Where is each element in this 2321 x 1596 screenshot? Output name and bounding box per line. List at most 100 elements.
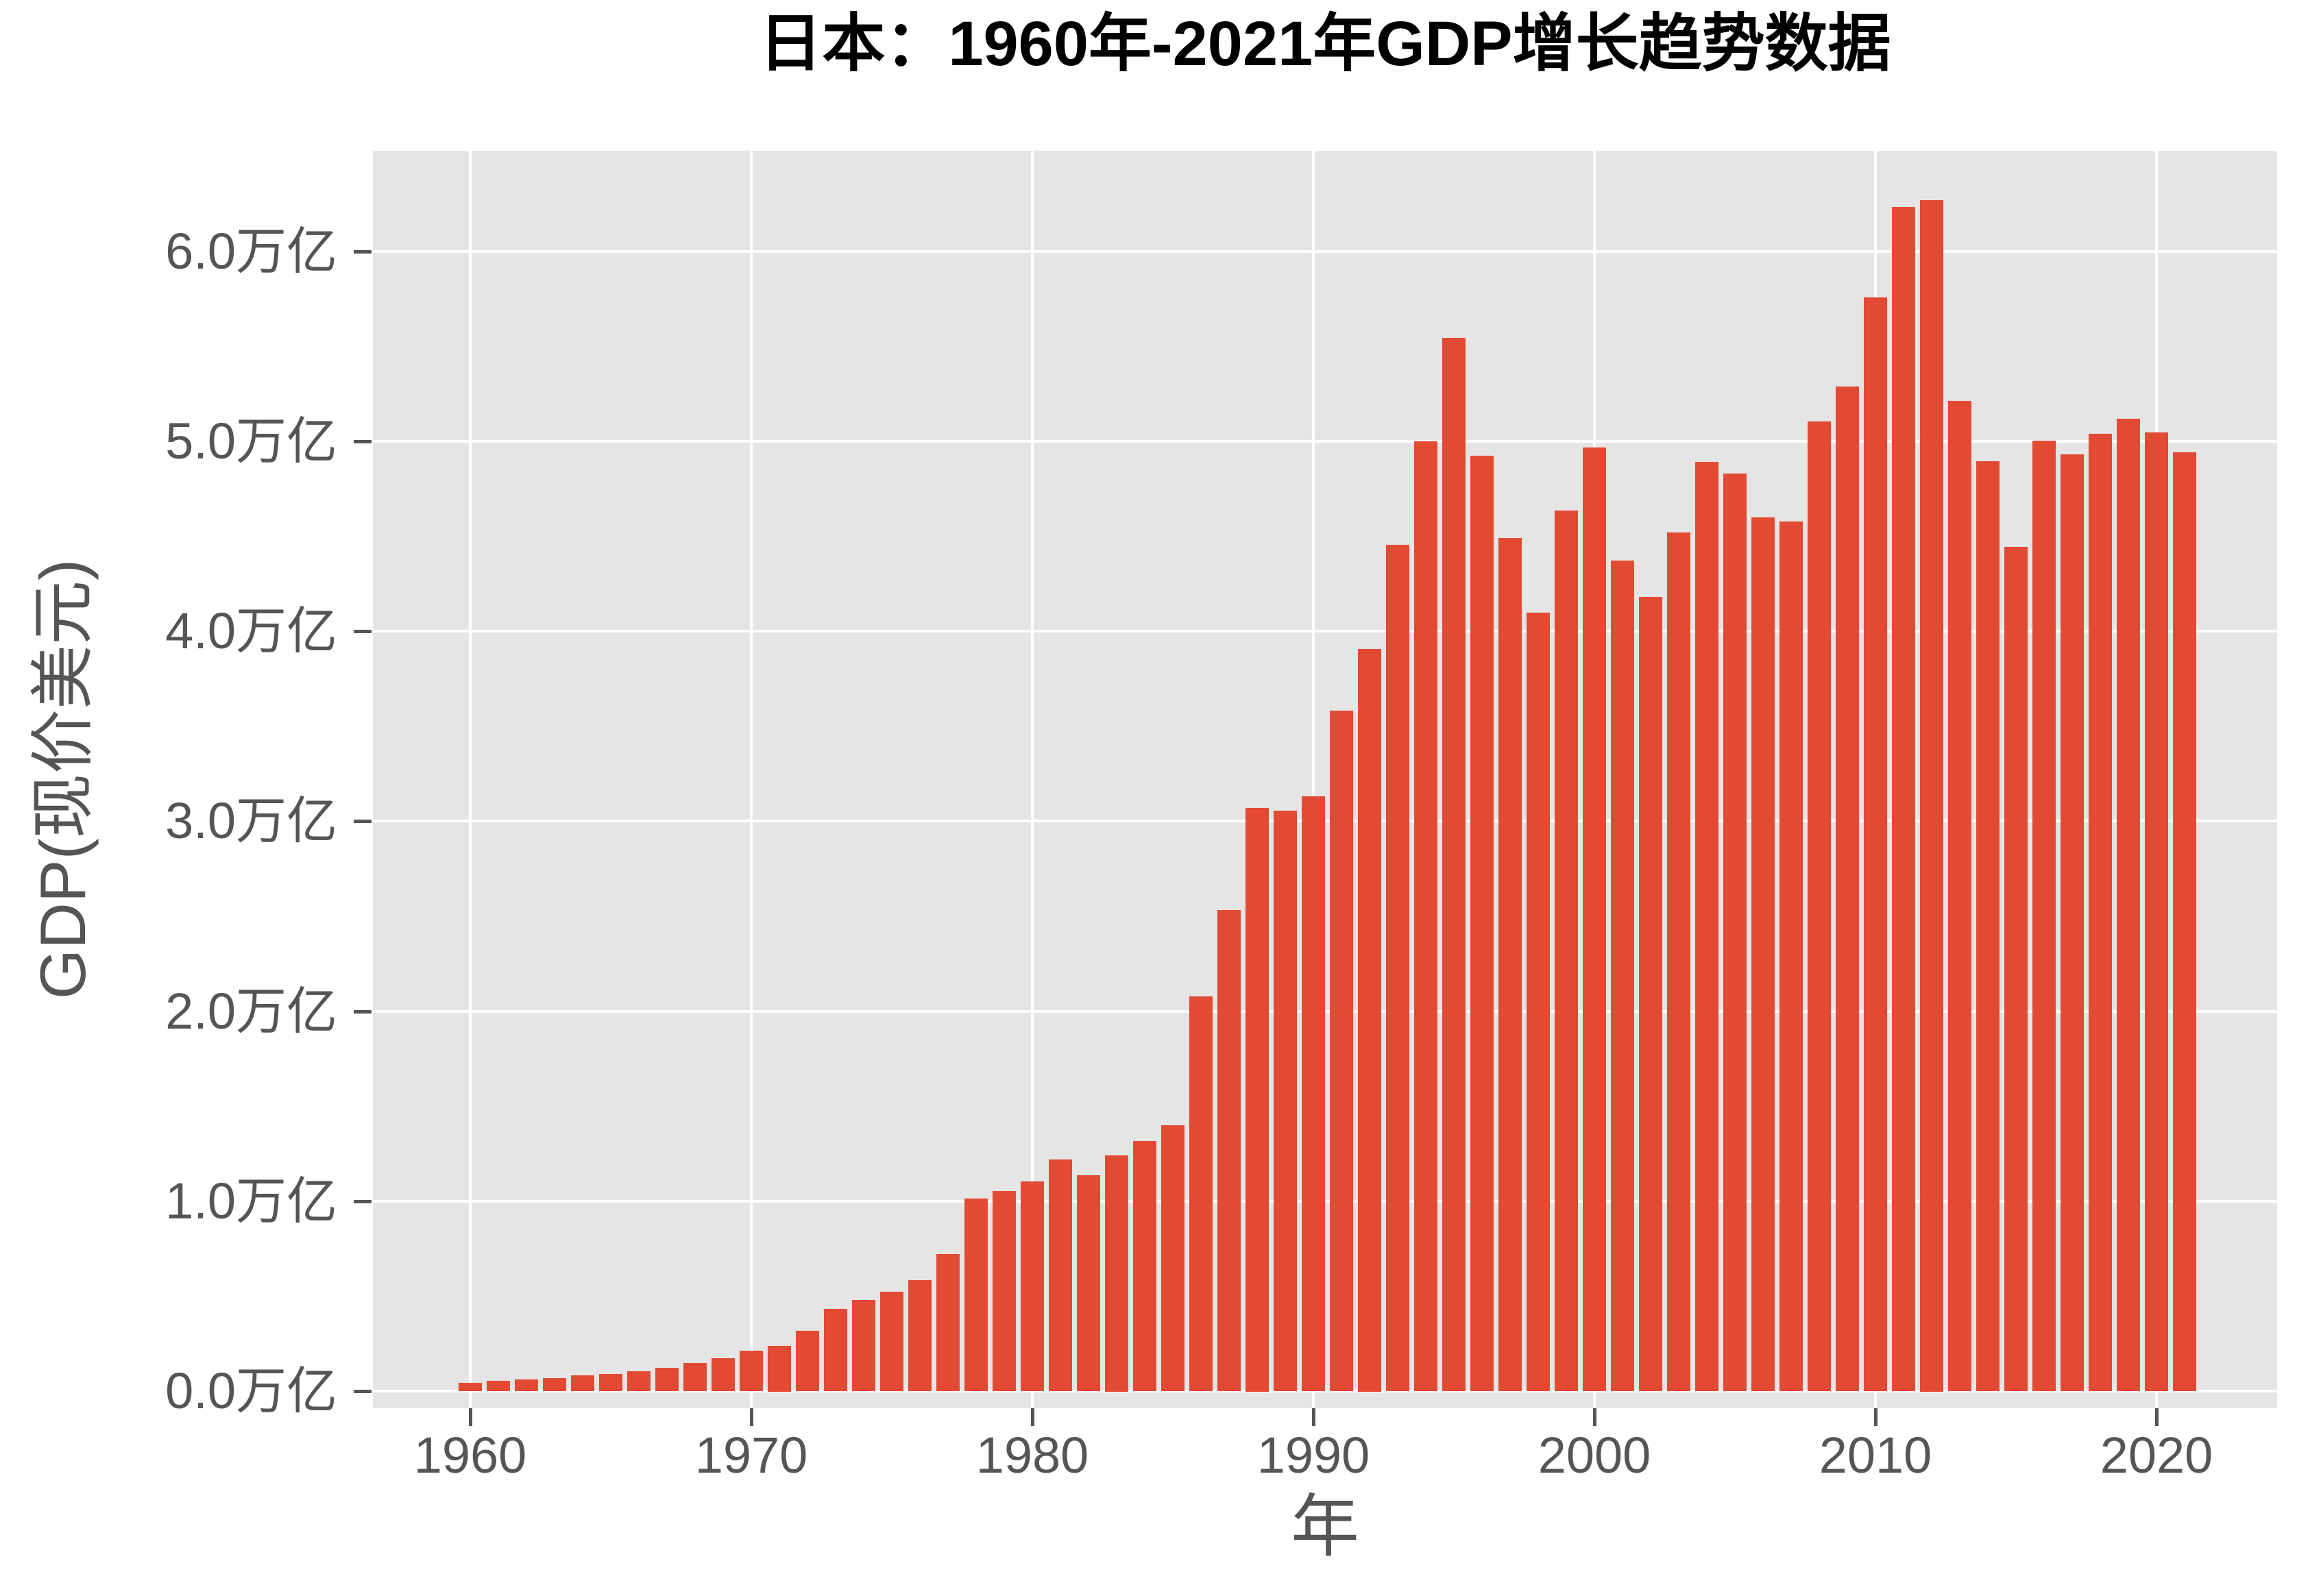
bar-2009: [1836, 386, 1859, 1391]
bar-2012: [1920, 200, 1943, 1392]
bar-2002: [1639, 597, 1662, 1391]
bar-2005: [1723, 474, 1747, 1391]
bar-2015: [2004, 547, 2028, 1391]
bar-2008: [1808, 421, 1831, 1391]
bar-2014: [1976, 461, 2000, 1391]
bar-1991: [1330, 711, 1353, 1391]
bar-1989: [1274, 811, 1297, 1391]
chart-title: 日本：1960年-2021年GDP增长趋势数据: [759, 9, 1891, 79]
bar-1971: [768, 1346, 791, 1392]
bar-1977: [936, 1254, 960, 1391]
y-tick-4: [354, 630, 372, 633]
bar-2021: [2173, 452, 2196, 1391]
bar-2000: [1583, 447, 1606, 1391]
bar-1965: [599, 1374, 622, 1391]
bar-2001: [1611, 561, 1634, 1391]
y-tick-2: [354, 1010, 372, 1014]
bar-1988: [1245, 808, 1269, 1392]
y-tick-label-2: 2.0万亿: [165, 983, 337, 1040]
bar-2006: [1751, 517, 1775, 1391]
plot-panel: [373, 151, 2277, 1408]
gridline-y-3: [373, 820, 2277, 823]
bar-1986: [1189, 996, 1213, 1391]
gridline-y-4: [373, 630, 2277, 633]
bar-1961: [487, 1381, 510, 1391]
bar-2004: [1695, 462, 1718, 1391]
bar-2010: [1864, 297, 1887, 1391]
x-axis-title: 年: [1291, 1488, 1359, 1565]
gridline-x-1980: [1030, 151, 1034, 1408]
bar-1970: [740, 1351, 763, 1391]
bar-1963: [543, 1378, 566, 1391]
gridline-y-0: [373, 1390, 2277, 1393]
bar-2011: [1892, 207, 1915, 1391]
bar-1962: [515, 1379, 538, 1391]
x-tick-2020: [2155, 1408, 2159, 1426]
x-tick-label-1970: 1970: [694, 1427, 808, 1484]
y-tick-label-6: 6.0万亿: [165, 223, 337, 280]
gridline-x-1960: [468, 151, 472, 1408]
bar-1980: [1021, 1181, 1044, 1391]
bar-1978: [964, 1199, 988, 1391]
x-tick-label-2020: 2020: [2100, 1427, 2213, 1484]
bar-2007: [1779, 521, 1803, 1391]
bar-1992: [1358, 649, 1381, 1392]
y-tick-3: [354, 820, 372, 823]
bar-1966: [627, 1371, 651, 1391]
y-tick-1: [354, 1200, 372, 1203]
bar-2003: [1667, 532, 1690, 1391]
y-tick-label-3: 3.0万亿: [165, 792, 337, 849]
x-tick-1980: [1031, 1408, 1034, 1426]
y-tick-0: [354, 1390, 372, 1393]
x-tick-label-2010: 2010: [1819, 1427, 1932, 1484]
bar-2018: [2089, 434, 2112, 1391]
gridline-y-2: [373, 1009, 2277, 1013]
bar-1987: [1217, 910, 1241, 1391]
bar-1968: [683, 1363, 707, 1391]
gridline-y-1: [373, 1199, 2277, 1203]
bar-1983: [1105, 1155, 1128, 1392]
bar-1967: [655, 1368, 679, 1391]
bar-1960: [459, 1383, 482, 1391]
x-tick-1960: [469, 1408, 472, 1426]
bar-1996: [1470, 456, 1494, 1391]
bar-1981: [1049, 1159, 1072, 1391]
x-tick-1990: [1312, 1408, 1315, 1426]
bar-1993: [1386, 545, 1409, 1391]
y-tick-6: [354, 250, 372, 254]
bar-1969: [712, 1358, 735, 1391]
bar-2017: [2061, 454, 2084, 1391]
gridline-y-5: [373, 440, 2277, 443]
bar-1998: [1527, 613, 1550, 1391]
bar-1994: [1414, 441, 1437, 1391]
bar-2013: [1948, 401, 1971, 1391]
bar-1982: [1077, 1175, 1100, 1391]
y-tick-label-4: 4.0万亿: [165, 602, 337, 659]
x-tick-label-1990: 1990: [1256, 1427, 1370, 1484]
y-tick-label-5: 5.0万亿: [165, 413, 337, 469]
y-tick-label-1: 1.0万亿: [165, 1173, 337, 1229]
bar-1972: [796, 1331, 819, 1391]
y-tick-label-0: 0.0万亿: [165, 1362, 337, 1419]
gridline-x-1990: [1311, 151, 1315, 1408]
bar-1985: [1161, 1125, 1184, 1391]
bar-1973: [824, 1309, 847, 1391]
bar-2016: [2032, 441, 2056, 1391]
bar-1990: [1302, 796, 1325, 1391]
y-axis-title: GDP(现价美元): [27, 558, 99, 1000]
y-tick-5: [354, 440, 372, 443]
bar-1997: [1498, 538, 1522, 1391]
bar-1974: [852, 1300, 875, 1391]
gridline-x-1970: [749, 151, 753, 1408]
bar-1995: [1442, 338, 1466, 1391]
bar-2020: [2145, 432, 2168, 1391]
bar-1979: [993, 1191, 1016, 1391]
x-tick-2010: [1874, 1408, 1878, 1426]
bar-1999: [1555, 511, 1578, 1391]
bar-1976: [908, 1280, 932, 1391]
bar-2019: [2117, 419, 2140, 1391]
bar-1984: [1133, 1141, 1156, 1391]
x-tick-label-1960: 1960: [413, 1427, 527, 1484]
x-tick-2000: [1593, 1408, 1596, 1426]
